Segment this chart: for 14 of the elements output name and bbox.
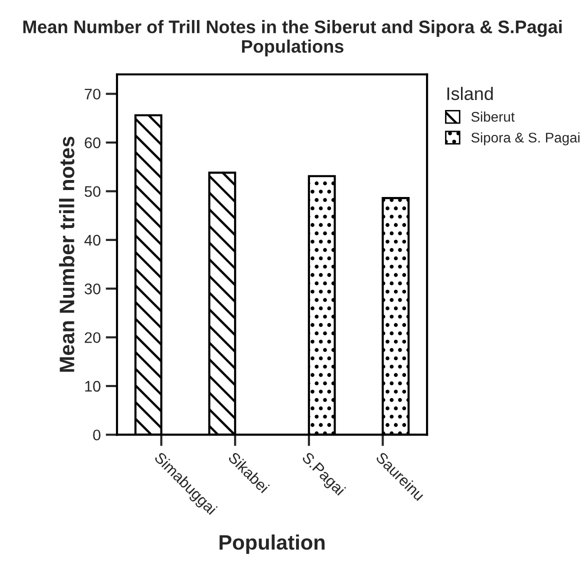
x-axis-title: Population — [220, 534, 325, 554]
legend-label: Sipora & S. Pagai — [471, 132, 580, 146]
y-tick-label: 70 — [84, 88, 100, 100]
y-tick-label: 0 — [93, 430, 100, 440]
y-tick-label: 10 — [85, 380, 100, 392]
y-axis-title: Mean Number trill notes — [59, 136, 74, 372]
chart-title: Mean Number of Trill Notes in the Siberut and Sipora & S.Pagai Populations — [23, 20, 562, 56]
legend-label: Siberut — [471, 112, 515, 122]
y-tick-label: 60 — [84, 137, 100, 148]
legend-title: Island — [447, 86, 493, 100]
y-tick-label: 30 — [84, 283, 100, 294]
y-tick-label: 50 — [84, 186, 100, 197]
y-tick-label: 40 — [84, 234, 100, 246]
y-tick-label: 20 — [84, 332, 100, 344]
